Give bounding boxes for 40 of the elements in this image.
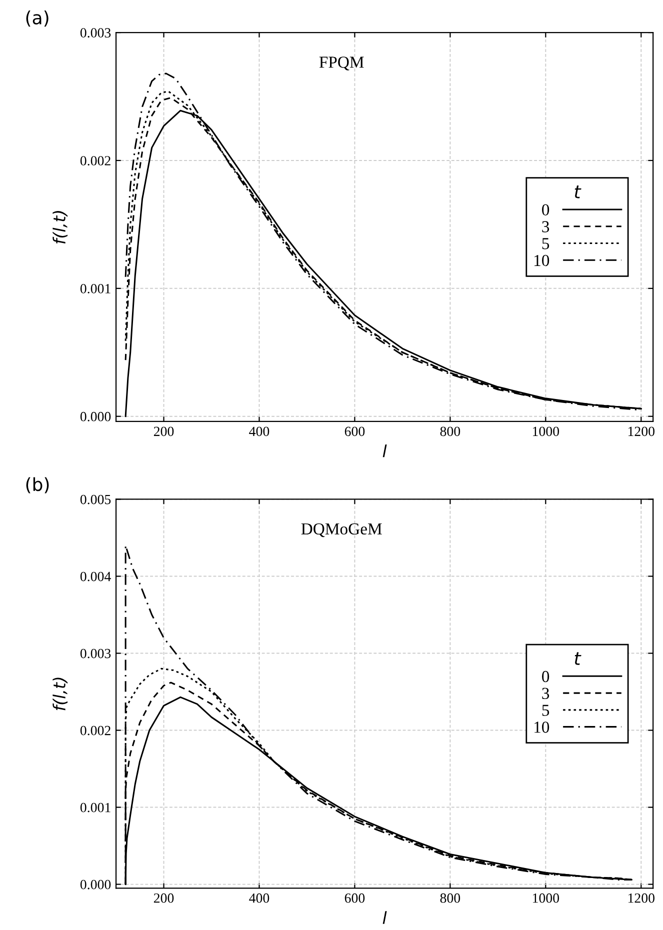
- x-tick-label: 200: [154, 426, 174, 436]
- y-tick-label: 0.000: [80, 412, 111, 422]
- x-tick-label: 400: [249, 893, 270, 903]
- x-tick-label: 1200: [628, 426, 654, 436]
- x-tick-label: 600: [344, 426, 365, 436]
- x-axis-title: l: [382, 911, 387, 924]
- x-tick-label: 1000: [532, 893, 560, 903]
- y-tick-label: 0.002: [80, 726, 110, 736]
- y-tick-label: 0.002: [80, 156, 110, 166]
- x-axis-title: l: [382, 444, 387, 458]
- y-tick-label: 0.000: [80, 880, 111, 890]
- y-axis-title: f(l,t): [52, 678, 68, 710]
- legend-label: 3: [542, 688, 550, 700]
- y-tick-label: 0.001: [80, 802, 110, 812]
- legend-label: 10: [534, 722, 550, 733]
- x-tick-label: 600: [344, 893, 365, 903]
- legend-title: t: [574, 186, 582, 198]
- chart-title: (b): [26, 477, 49, 494]
- legend-label: 5: [542, 704, 550, 716]
- x-tick-label: 200: [154, 893, 174, 903]
- legend-label: 0: [542, 204, 550, 216]
- legend-label: 3: [542, 221, 550, 232]
- annotation: DQMoGeM: [301, 523, 382, 538]
- legend-label: 0: [542, 670, 550, 682]
- y-tick-label: 0.003: [80, 28, 111, 38]
- y-axis-title: f(l,t): [52, 211, 68, 244]
- x-tick-label: 800: [440, 893, 460, 903]
- y-tick-label: 0.005: [80, 494, 111, 504]
- legend-title: t: [574, 652, 582, 665]
- legend-label: 5: [542, 238, 550, 250]
- y-tick-label: 0.003: [80, 648, 111, 658]
- x-tick-label: 1200: [628, 893, 654, 903]
- legend-label: 10: [534, 254, 550, 266]
- x-tick-label: 400: [249, 426, 270, 436]
- y-tick-label: 0.001: [80, 284, 110, 294]
- x-tick-label: 1000: [532, 426, 560, 436]
- y-tick-label: 0.004: [80, 572, 111, 582]
- x-tick-label: 800: [440, 426, 460, 436]
- annotation: FPQM: [319, 56, 364, 70]
- chart-title: (a): [26, 10, 48, 27]
